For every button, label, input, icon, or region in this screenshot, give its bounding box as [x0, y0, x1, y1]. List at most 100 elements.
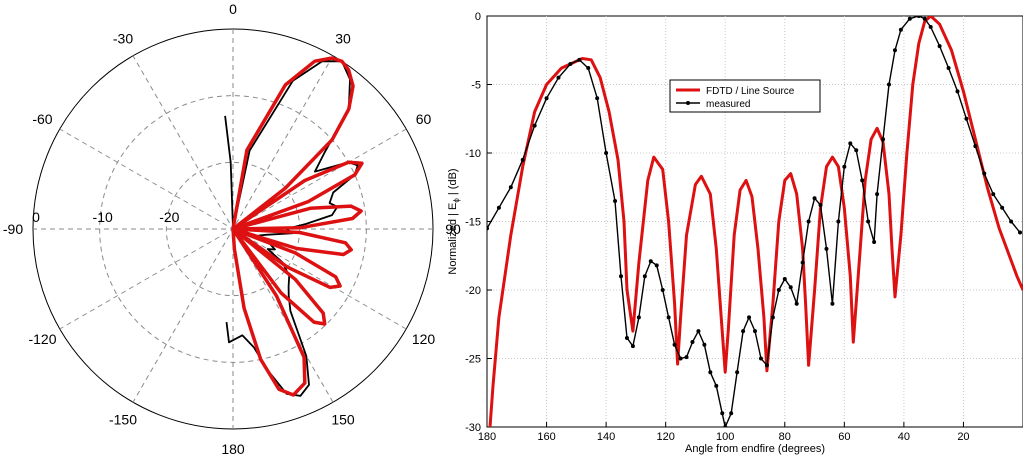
- rect-series-fdtd: [488, 16, 1023, 427]
- measured-point: [672, 342, 677, 347]
- polar-angle-label: 0: [229, 1, 237, 17]
- measured-point: [854, 148, 859, 153]
- x-tick-label: 60: [838, 431, 850, 443]
- measured-point: [624, 335, 629, 340]
- measured-point: [788, 285, 793, 290]
- measured-point: [806, 219, 811, 224]
- measured-point: [684, 355, 689, 360]
- measured-point: [654, 263, 659, 268]
- measured-point: [836, 219, 841, 224]
- measured-point: [860, 178, 865, 183]
- x-tick-label: 20: [957, 431, 969, 443]
- y-axis-label-main: Normalized | E: [447, 203, 459, 275]
- measured-point: [866, 219, 871, 224]
- x-tick-label: 160: [537, 431, 555, 443]
- x-tick-label: 40: [898, 431, 910, 443]
- measured-point: [753, 329, 757, 334]
- measured-point: [824, 246, 829, 251]
- measured-point: [666, 315, 671, 320]
- measured-point: [776, 288, 781, 292]
- y-axis-label: Normalized | Eϕ | (dB): [447, 168, 461, 274]
- measured-point: [747, 315, 752, 320]
- measured-point: [735, 370, 740, 375]
- measured-point: [764, 363, 769, 368]
- measured-point: [520, 157, 525, 162]
- measured-point: [636, 315, 641, 320]
- measured-point: [848, 141, 853, 146]
- polar-plot: 0 30 60 90 120 150 180 -150 -120 -90 -60 -30 0 -10 -20: [3, 1, 461, 457]
- polar-angle-label: 30: [335, 30, 351, 46]
- x-tick-label: 120: [656, 431, 674, 443]
- measured-point: [604, 151, 609, 155]
- polar-radial-label: 0: [32, 209, 40, 225]
- measured-point: [937, 44, 942, 49]
- legend-label-fdtd: FDTD / Line Source: [706, 86, 795, 97]
- measured-point: [741, 329, 746, 334]
- measured-point: [678, 356, 683, 361]
- measured-point: [595, 96, 600, 101]
- measured-point: [872, 240, 877, 245]
- y-axis-label-subscript: ϕ: [452, 198, 461, 203]
- y-tick-label: -20: [465, 285, 481, 297]
- polar-angle-label: -60: [32, 111, 52, 127]
- measured-point: [556, 75, 561, 80]
- measured-point: [690, 340, 695, 345]
- measured-point: [630, 344, 635, 349]
- measured-point: [1009, 219, 1014, 224]
- polar-angle-label: 150: [331, 412, 355, 428]
- measured-point: [586, 66, 591, 71]
- measured-point: [696, 329, 701, 334]
- measured-point: [842, 164, 847, 169]
- y-tick-label: -15: [465, 217, 481, 229]
- measured-point: [758, 356, 763, 361]
- polar-angle-label: -150: [109, 412, 137, 428]
- measured-point: [487, 226, 489, 231]
- measured-point: [723, 425, 728, 427]
- measured-point: [973, 144, 978, 149]
- measured-point: [946, 66, 951, 71]
- legend-marker-measured: [686, 101, 690, 105]
- x-tick-label: 100: [716, 431, 734, 443]
- measured-point: [1018, 230, 1023, 235]
- x-tick-label: 80: [779, 431, 791, 443]
- x-tick-label: 140: [597, 431, 615, 443]
- y-tick-label: -25: [465, 354, 481, 366]
- measured-point: [800, 260, 805, 265]
- measured-point: [613, 198, 618, 203]
- measured-point: [922, 16, 927, 21]
- legend-label-measured: measured: [706, 99, 750, 110]
- polar-radial-label: -10: [93, 209, 113, 225]
- y-tick-label: -5: [471, 80, 481, 92]
- measured-point: [568, 61, 573, 66]
- rectangular-plot: 180 160 140 120 100 80 60 40 20 0 -5 -10 -15 -20 -25 -3…: [447, 11, 1023, 455]
- measured-point: [770, 315, 775, 320]
- x-axis-label: Angle from endfire (degrees): [685, 443, 825, 455]
- measured-point: [660, 288, 665, 292]
- measured-point: [720, 411, 725, 416]
- measured-point: [577, 57, 582, 62]
- y-tick-label: -10: [465, 148, 481, 160]
- measured-point: [955, 89, 960, 94]
- measured-point: [782, 277, 787, 282]
- measured-point: [729, 411, 734, 416]
- measured-point: [928, 24, 933, 29]
- measured-point: [544, 96, 549, 101]
- measured-point: [898, 27, 903, 32]
- measured-point: [907, 16, 912, 21]
- x-tick-label: 180: [478, 431, 496, 443]
- polar-angle-label: -120: [28, 331, 56, 347]
- legend-box: [669, 79, 821, 113]
- measured-point: [875, 192, 880, 197]
- measured-point: [1000, 205, 1005, 210]
- measured-point: [708, 370, 713, 375]
- measured-point: [642, 274, 647, 279]
- polar-angle-label: -30: [113, 30, 133, 46]
- y-tick-label: 0: [475, 11, 481, 23]
- rect-series-measured: [487, 16, 1021, 427]
- y-axis-label-tail: | (dB): [447, 168, 459, 198]
- measured-point: [982, 171, 987, 176]
- measured-point: [964, 116, 969, 121]
- measured-point: [794, 301, 799, 306]
- y-tick-label: -30: [465, 422, 481, 434]
- polar-series-fdtd: [231, 56, 364, 397]
